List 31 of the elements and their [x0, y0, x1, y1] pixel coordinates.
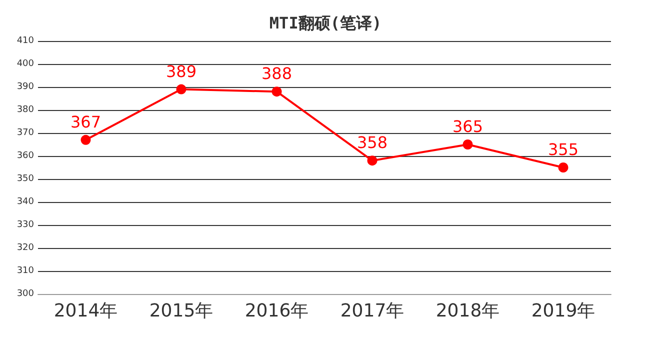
y-tick-label: 300: [16, 289, 34, 299]
data-label: 388: [261, 64, 292, 84]
y-tick-label: 330: [16, 220, 34, 230]
y-tick-label: 340: [16, 197, 34, 207]
x-tick-label: 2018年: [436, 300, 500, 322]
data-label: 367: [70, 112, 102, 132]
data-label: 355: [548, 140, 579, 159]
x-tick-label: 2014年: [54, 300, 118, 322]
x-tick-label: 2016年: [244, 300, 309, 322]
x-tick-label: 2019年: [531, 300, 596, 322]
y-tick-label: 400: [16, 59, 34, 69]
y-tick-label: 370: [16, 128, 34, 138]
y-tick-label: 310: [16, 266, 34, 276]
point: [272, 86, 282, 97]
y-tick-label: 360: [16, 151, 34, 161]
x-tick-label: 2017年: [340, 300, 404, 322]
chart-title: MTI翻硕(笔译): [269, 14, 382, 32]
point: [80, 134, 91, 145]
y-tick-label: 390: [16, 82, 34, 92]
data-label: 365: [452, 117, 484, 136]
data-label: 389: [166, 62, 197, 81]
y-tick-label: 380: [16, 105, 34, 115]
point: [558, 162, 568, 172]
y-tick-label: 410: [16, 36, 34, 46]
y-tick-label: 350: [16, 174, 34, 184]
x-tick-label: 2015年: [149, 300, 214, 322]
data-label: 358: [356, 133, 388, 152]
point: [462, 140, 473, 150]
y-tick-label: 320: [16, 243, 34, 253]
point: [176, 84, 186, 94]
point: [367, 156, 378, 166]
